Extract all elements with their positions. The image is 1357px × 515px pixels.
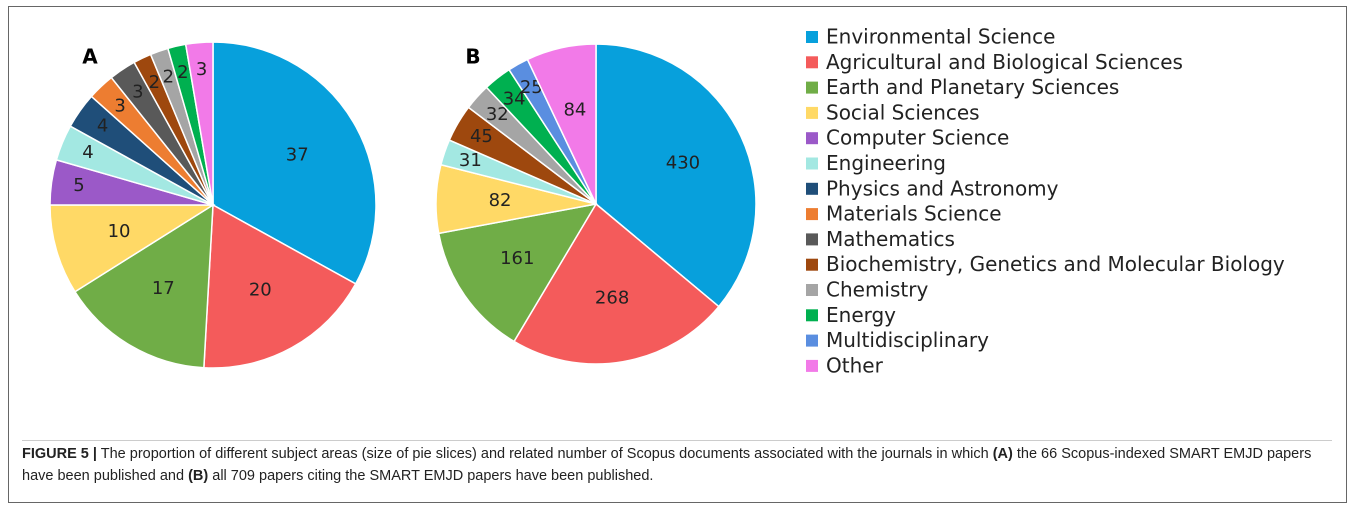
legend-swatch bbox=[806, 284, 818, 296]
legend-label: Agricultural and Biological Sciences bbox=[826, 50, 1183, 74]
data-label: 45 bbox=[470, 126, 493, 147]
legend-swatch bbox=[806, 182, 818, 195]
legend-label: Earth and Planetary Sciences bbox=[826, 75, 1119, 99]
legend-swatch bbox=[806, 132, 818, 145]
pie-label: A bbox=[82, 45, 98, 69]
legend-swatch bbox=[806, 157, 818, 170]
caption-text: the 66 Scopus-indexed SMART EMJD papers … bbox=[22, 446, 1312, 484]
pie-slice bbox=[437, 202, 598, 343]
data-label: 84 bbox=[563, 99, 586, 120]
legend-swatch bbox=[806, 208, 818, 221]
data-label: 32 bbox=[486, 104, 509, 125]
data-label: 4 bbox=[97, 116, 108, 137]
legend-label: Engineering bbox=[826, 151, 946, 175]
legend-label: Mathematics bbox=[826, 227, 955, 251]
data-label: 25 bbox=[520, 77, 543, 98]
legend-label: Chemistry bbox=[826, 278, 928, 302]
legend-label: Environmental Science bbox=[826, 25, 1055, 49]
data-label: 3 bbox=[114, 96, 125, 117]
pie-slice bbox=[49, 204, 216, 293]
figure-frame bbox=[8, 6, 1347, 503]
data-label: 430 bbox=[666, 152, 700, 173]
data-label: 10 bbox=[108, 221, 131, 242]
data-label: 268 bbox=[595, 288, 629, 309]
legend-label: Energy bbox=[826, 303, 896, 327]
data-label: 4 bbox=[82, 142, 93, 163]
figure-label: FIGURE 5 | bbox=[22, 446, 97, 462]
legend-swatch bbox=[806, 81, 818, 94]
legend-swatch bbox=[806, 334, 818, 347]
data-label: 3 bbox=[196, 59, 207, 80]
data-label: 5 bbox=[73, 175, 84, 196]
pie-slice bbox=[513, 202, 720, 365]
pie-label: B bbox=[465, 45, 480, 69]
data-label: 17 bbox=[152, 278, 175, 299]
legend-label: Physics and Astronomy bbox=[826, 176, 1059, 200]
legend-swatch bbox=[806, 309, 818, 322]
pie-slice bbox=[203, 203, 357, 369]
legend-swatch bbox=[806, 31, 818, 43]
data-label: 34 bbox=[503, 88, 526, 109]
caption-ref: (A) bbox=[992, 446, 1013, 462]
legend-label: Multidisciplinary bbox=[826, 328, 989, 352]
data-label: 20 bbox=[249, 280, 272, 301]
pie-slice bbox=[73, 203, 214, 369]
legend-swatch bbox=[806, 359, 818, 372]
legend-label: Materials Science bbox=[826, 202, 1002, 226]
caption-text: all 709 papers citing the SMART EMJD pap… bbox=[208, 468, 654, 484]
caption: FIGURE 5 | The proportion of different s… bbox=[22, 440, 1332, 487]
data-label: 161 bbox=[500, 248, 534, 269]
data-label: 37 bbox=[286, 144, 309, 165]
pie-slice bbox=[212, 41, 377, 285]
data-label: 2 bbox=[149, 72, 160, 93]
caption-text: The proportion of different subject area… bbox=[96, 446, 993, 462]
legend-label: Biochemistry, Genetics and Molecular Bio… bbox=[826, 252, 1285, 276]
pie-slice bbox=[526, 43, 597, 205]
legend-swatch bbox=[806, 258, 818, 271]
legend-label: Computer Science bbox=[826, 126, 1009, 150]
caption-ref: (B) bbox=[188, 468, 209, 484]
data-label: 31 bbox=[459, 150, 482, 171]
legend-label: Social Sciences bbox=[826, 100, 980, 124]
data-label: 2 bbox=[177, 62, 188, 83]
legend-swatch bbox=[806, 56, 818, 69]
data-label: 3 bbox=[132, 82, 143, 103]
pie-slice bbox=[595, 43, 757, 308]
legend-label: Other bbox=[826, 353, 884, 377]
data-label: 82 bbox=[489, 190, 512, 211]
pie-slice bbox=[184, 41, 214, 206]
legend-swatch bbox=[806, 106, 818, 119]
data-label: 2 bbox=[163, 66, 174, 87]
legend-swatch bbox=[806, 233, 818, 246]
